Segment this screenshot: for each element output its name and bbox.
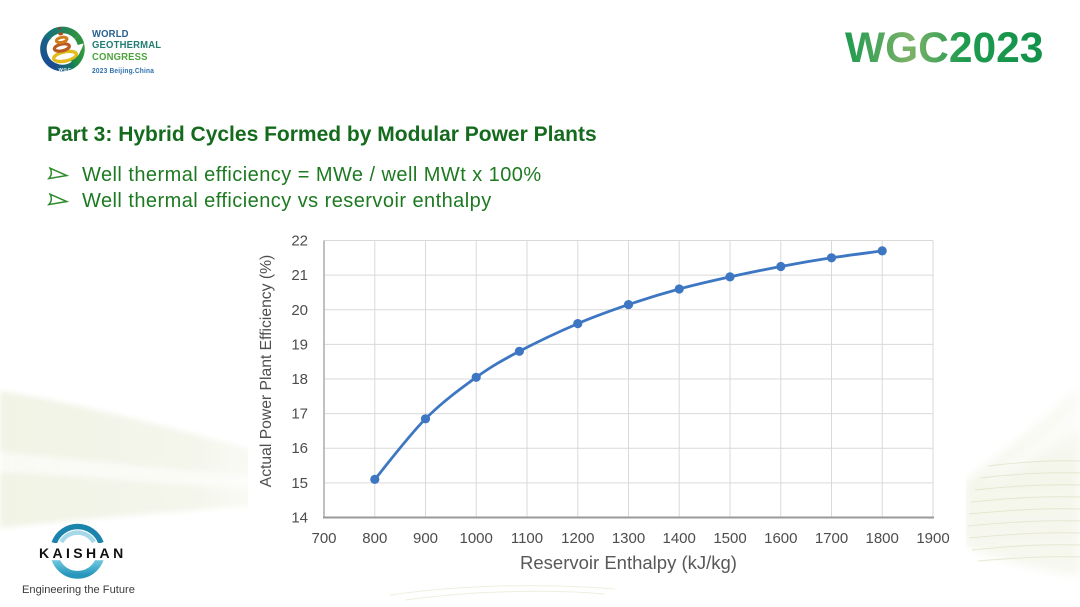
svg-text:800: 800 (362, 530, 387, 547)
svg-text:18: 18 (291, 371, 308, 388)
svg-text:700: 700 (311, 530, 336, 547)
svg-text:1000: 1000 (460, 530, 493, 547)
svg-text:1800: 1800 (866, 530, 899, 547)
svg-text:20: 20 (291, 302, 308, 319)
svg-text:14: 14 (291, 510, 308, 527)
svg-text:900: 900 (413, 530, 438, 547)
svg-text:16: 16 (291, 440, 308, 457)
svg-text:1600: 1600 (764, 530, 797, 547)
svg-text:WGC2023: WGC2023 (845, 25, 1043, 72)
svg-text:21: 21 (291, 267, 308, 284)
svg-text:1300: 1300 (612, 530, 645, 547)
svg-text:22: 22 (291, 233, 308, 250)
svg-text:1500: 1500 (713, 530, 746, 547)
svg-text:1700: 1700 (815, 530, 848, 547)
svg-text:1200: 1200 (561, 530, 594, 547)
svg-text:1100: 1100 (511, 530, 543, 547)
svg-text:1400: 1400 (663, 530, 696, 547)
svg-text:WGC: WGC (59, 67, 72, 72)
svg-text:19: 19 (291, 336, 308, 353)
svg-text:15: 15 (291, 475, 308, 492)
svg-text:Reservoir Enthalpy (kJ/kg): Reservoir Enthalpy (kJ/kg) (520, 552, 737, 573)
svg-text:Actual Power Plant Efficiency: Actual Power Plant Efficiency (%) (258, 255, 275, 488)
svg-text:1900: 1900 (916, 530, 949, 547)
svg-text:17: 17 (291, 406, 308, 423)
